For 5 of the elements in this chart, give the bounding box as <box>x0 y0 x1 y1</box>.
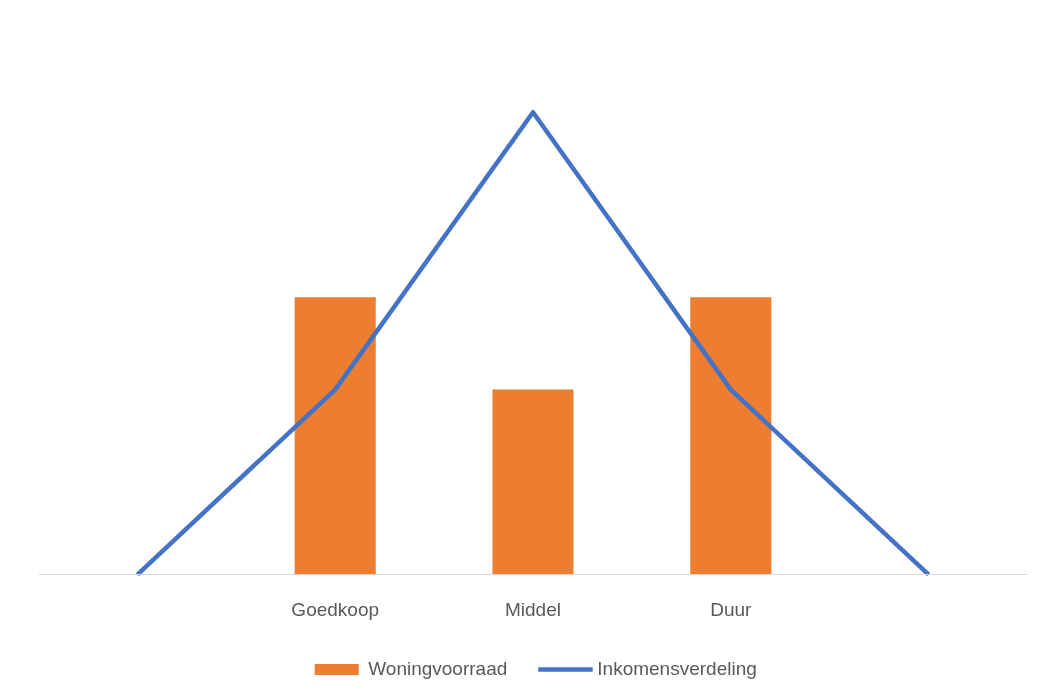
legend-label: Inkomensverdeling <box>597 658 757 680</box>
x-tick-label: Goedkoop <box>291 598 380 620</box>
legend-label: Woningvoorraad <box>368 658 508 680</box>
x-tick-label: Middel <box>505 598 561 620</box>
x-tick-label: Duur <box>710 598 753 620</box>
